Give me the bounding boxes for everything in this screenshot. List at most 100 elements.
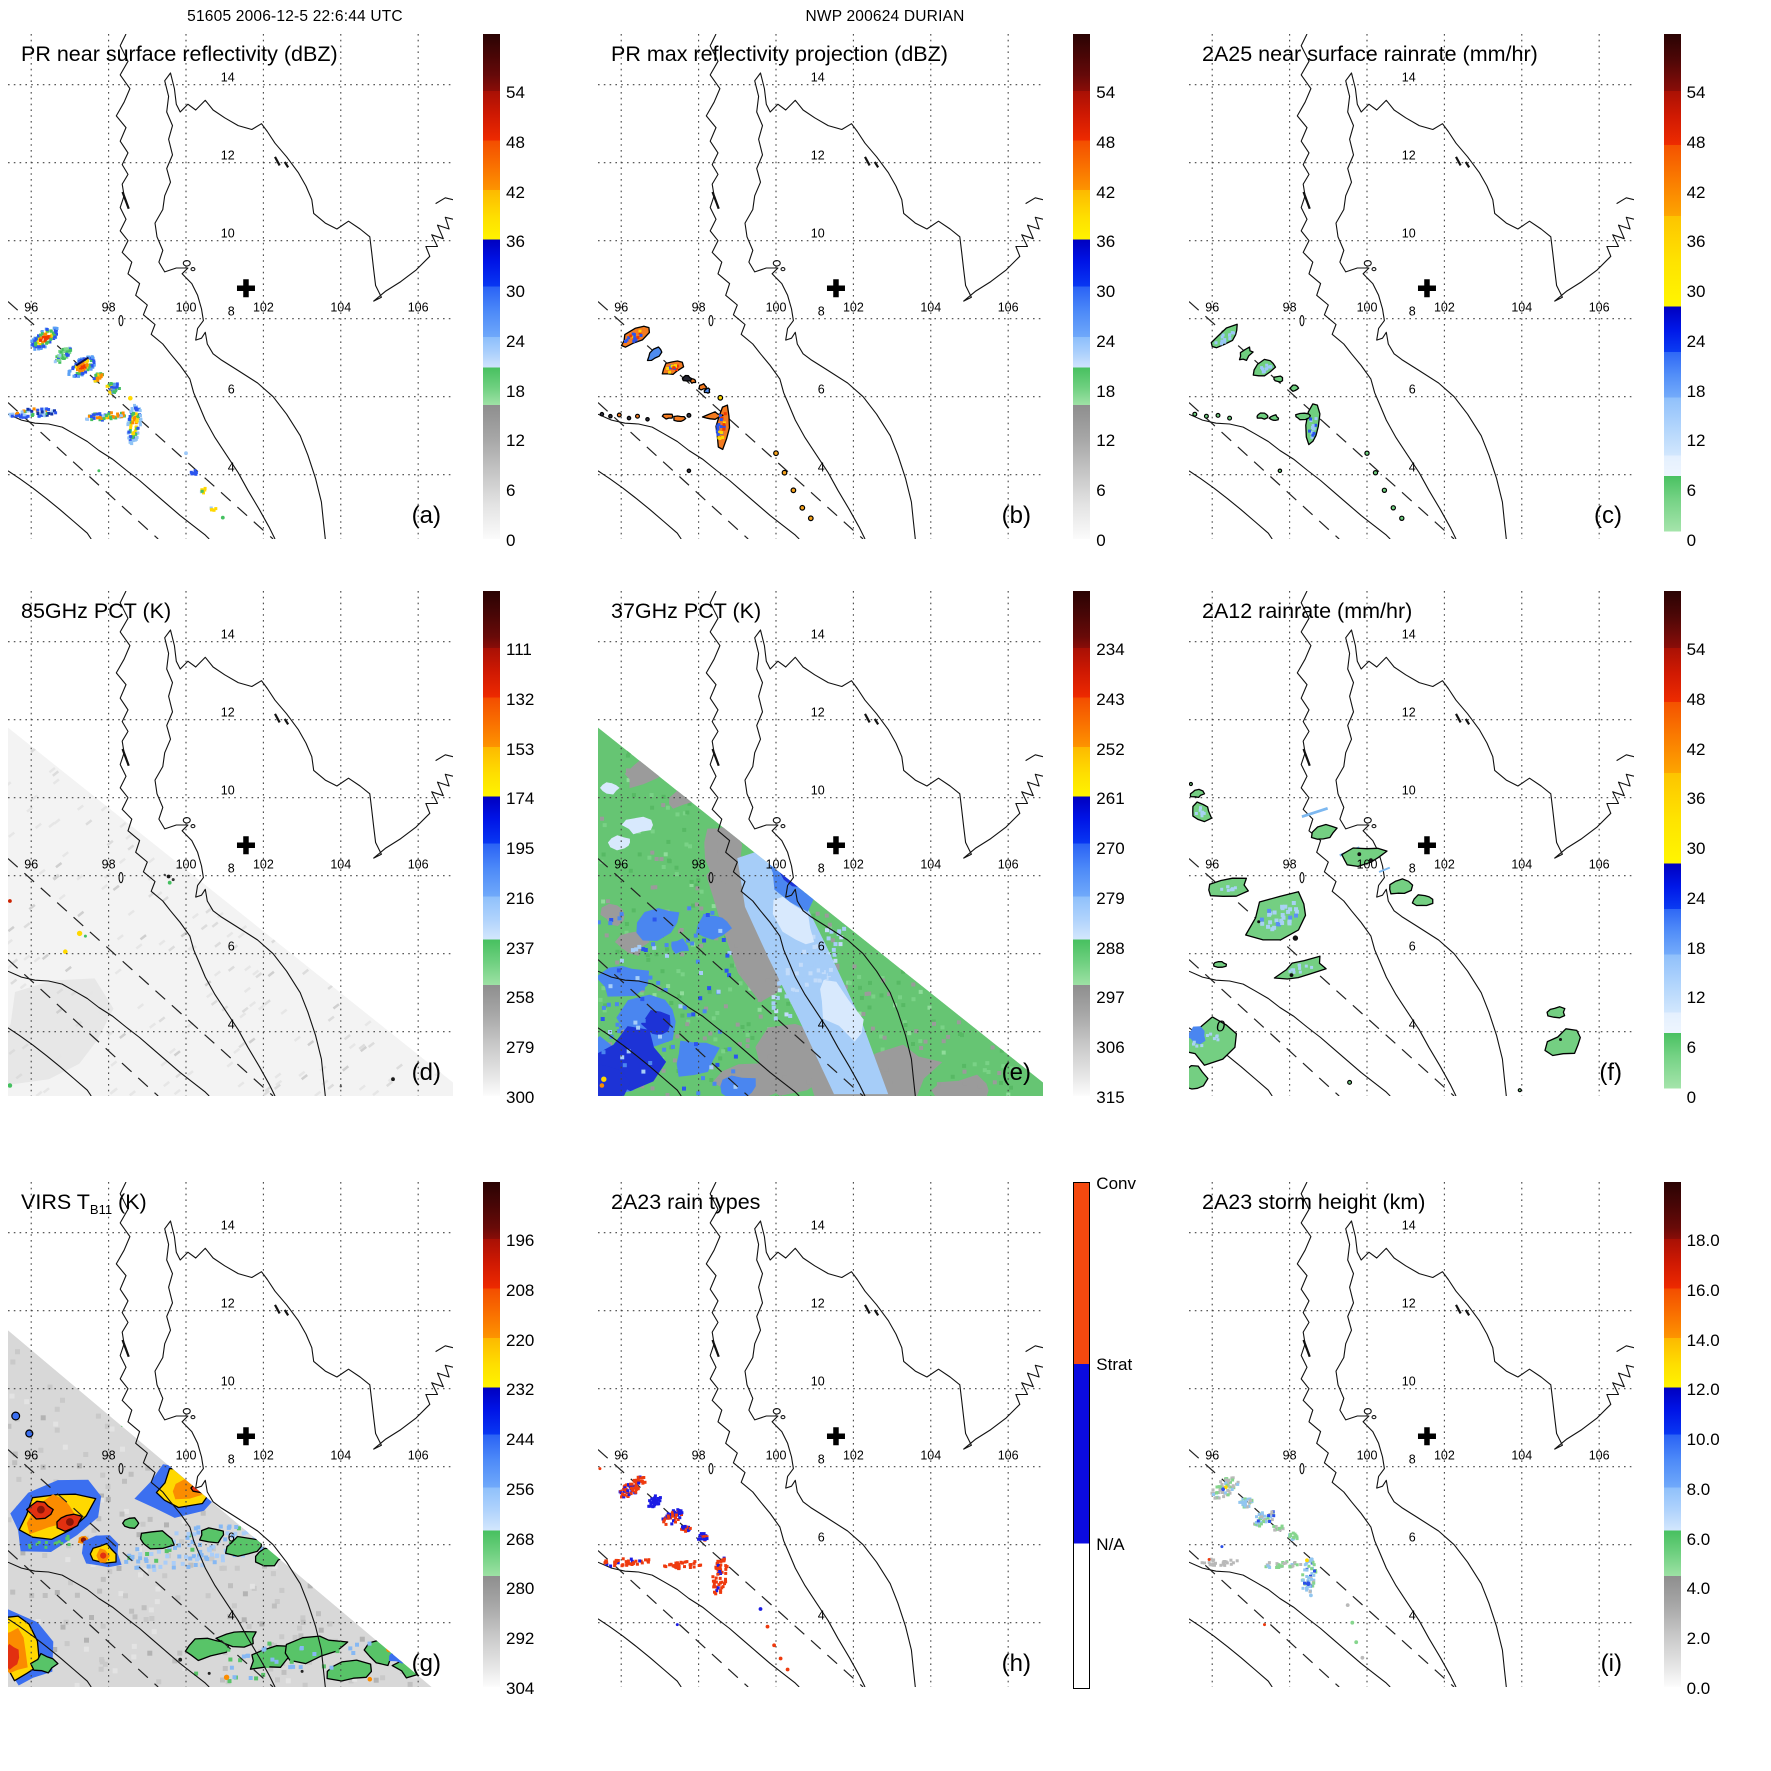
data-pixel [820, 968, 825, 973]
data-blob [1411, 894, 1434, 907]
data-pixel [1215, 1485, 1219, 1489]
colorbar-label: 30 [1686, 839, 1706, 858]
texture-pixel [600, 816, 605, 821]
texture-pixel [54, 1406, 60, 1412]
data-pixel [156, 1549, 161, 1554]
texture-pixel [270, 1571, 276, 1577]
colorbar-h: Conv Strat N/A [1073, 1174, 1136, 1689]
texture-pixel [64, 1641, 70, 1647]
texture-pixel [640, 1084, 645, 1089]
data-pixel [205, 1557, 210, 1562]
colorbar-label: 12 [506, 431, 525, 450]
data-dot [676, 1623, 680, 1627]
texture-pixel [703, 1036, 708, 1041]
data-pixel [1235, 1559, 1239, 1563]
data-pixel [791, 974, 796, 979]
data-pixel [1253, 1522, 1257, 1526]
data-pixel [654, 1494, 658, 1498]
data-pixel [795, 985, 800, 990]
colorbar-label: 54 [1096, 83, 1116, 102]
data-pixel [44, 1545, 48, 1549]
data-pixel [1310, 435, 1314, 439]
texture-pixel [972, 1062, 977, 1067]
data-pixel [184, 1554, 188, 1559]
data-pixel [620, 1495, 624, 1499]
data-pixel [269, 1526, 274, 1531]
colorbar-d: 111 132 153 174 195 216 237 258 279 300 [483, 591, 534, 1107]
texture-pixel [76, 804, 84, 811]
data-pixel [165, 1554, 170, 1559]
texture-pixel [77, 910, 85, 918]
data-pixel [1293, 907, 1298, 912]
texture-pixel [24, 1399, 30, 1405]
data-pixel [282, 1527, 287, 1532]
texture-pixel [718, 928, 723, 933]
data-pixel [87, 414, 91, 418]
texture-pixel [200, 1510, 206, 1516]
data-pixel [1214, 341, 1218, 345]
data-pixel [42, 407, 46, 411]
texture-pixel [704, 1006, 709, 1011]
texture-pixel [892, 1080, 897, 1085]
texture-pixel [242, 1591, 248, 1597]
data-pixel [1243, 1497, 1247, 1501]
data-pixel [791, 987, 796, 992]
data-pixel [95, 412, 99, 416]
data-pixel [616, 1561, 620, 1565]
data-pixel [139, 413, 142, 417]
texture-pixel [727, 1047, 732, 1052]
data-pixel [680, 1527, 684, 1531]
texture-pixel [621, 944, 626, 949]
texture-pixel [352, 1676, 358, 1682]
texture-pixel [211, 921, 219, 928]
data-pixel [200, 489, 204, 493]
lat-label: 6 [228, 1531, 235, 1545]
data-pixel [65, 352, 69, 356]
data-pixel [212, 508, 216, 512]
texture-pixel [720, 1076, 725, 1081]
data-pixel [34, 343, 38, 347]
texture-pixel [227, 965, 235, 972]
data-pixel [1221, 1562, 1225, 1566]
texture-pixel [367, 1041, 375, 1049]
texture-pixel [683, 811, 688, 816]
data-pixel [1288, 1534, 1292, 1538]
data-pixel [715, 1580, 719, 1584]
data-pixel [128, 428, 132, 432]
texture-pixel [648, 975, 653, 980]
data-pixel [66, 1534, 70, 1538]
data-pixel [1228, 1480, 1232, 1484]
data-pixel [262, 1646, 267, 1651]
colorbar-label: 12 [1096, 431, 1116, 450]
data-pixel [128, 440, 132, 444]
data-dot [1360, 1655, 1364, 1660]
data-pixel [1226, 888, 1230, 892]
colorbar-label: 12 [1686, 988, 1706, 1007]
lat-label: 12 [221, 706, 235, 720]
texture-pixel [620, 1055, 625, 1060]
data-pixel [112, 386, 116, 390]
texture-pixel [8, 1517, 12, 1523]
texture-pixel [107, 1030, 115, 1037]
data-pixel [262, 1517, 267, 1521]
coastline [1188, 34, 1634, 539]
data-pixel [1217, 1496, 1221, 1500]
texture-pixel [607, 1002, 612, 1007]
lat-label: 8 [1408, 305, 1415, 319]
data-pixel [664, 1522, 668, 1526]
colorbar-label: 16.0 [1686, 1281, 1720, 1300]
data-pixel [128, 417, 131, 421]
data-pixel [1300, 1573, 1304, 1577]
texture-pixel [627, 750, 632, 755]
data-pixel [674, 1561, 678, 1565]
texture-pixel [227, 1614, 233, 1620]
colorbar-label: 0 [1686, 1088, 1697, 1107]
swath-fill [8, 727, 453, 1096]
texture-pixel [619, 912, 624, 917]
data-blob [1268, 414, 1279, 422]
data-pixel [1211, 1558, 1215, 1562]
data-pixel [74, 362, 78, 366]
lon-label: 98 [1282, 301, 1296, 315]
texture-pixel [702, 1009, 707, 1014]
texture-pixel [598, 920, 601, 925]
